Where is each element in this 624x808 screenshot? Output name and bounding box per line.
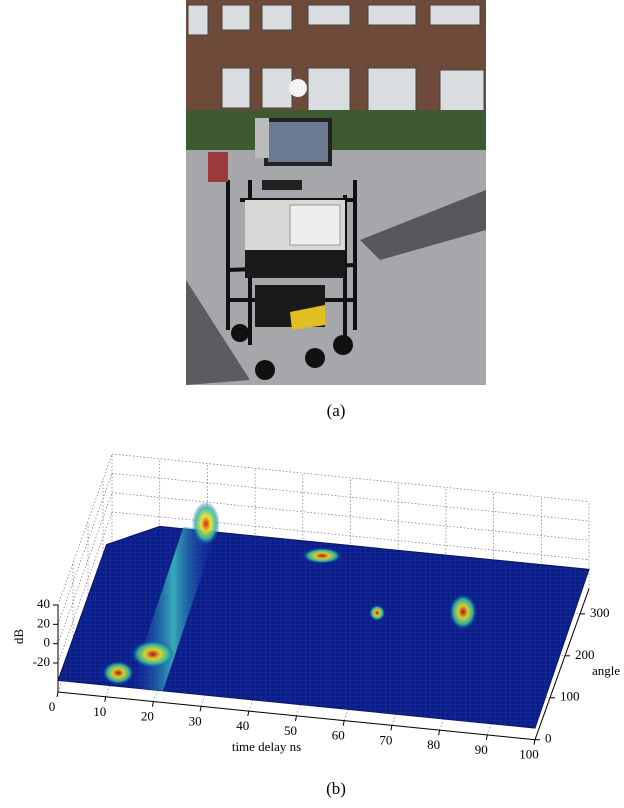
surface-peak — [191, 501, 220, 546]
tick-mark — [390, 725, 393, 731]
grid-line — [57, 453, 113, 606]
tick-mark — [295, 715, 297, 721]
surface-peak — [302, 547, 343, 564]
x-tick-label: 70 — [379, 732, 392, 747]
tick-mark — [247, 710, 250, 717]
surface-peak — [102, 660, 135, 685]
x-tick-label: 100 — [519, 747, 539, 762]
z-tick-label: 40 — [37, 596, 50, 611]
tick-mark — [104, 696, 107, 702]
tick-mark — [199, 706, 202, 712]
y-tick-label: 300 — [590, 605, 610, 620]
tick-mark — [438, 730, 441, 736]
caption: (b) — [326, 779, 346, 798]
x-tick-label: 60 — [332, 728, 345, 743]
x-tick-label: 0 — [49, 699, 56, 714]
z-tick-label: -20 — [33, 654, 50, 669]
photo — [186, 0, 486, 385]
caption: (a) — [327, 401, 346, 420]
tick-mark — [56, 691, 59, 698]
z-tick-label: 0 — [44, 635, 51, 650]
surface-peak — [369, 604, 386, 621]
x-tick-label: 40 — [236, 718, 249, 733]
y-tick-label: 100 — [560, 689, 580, 704]
surface-peak — [130, 640, 175, 669]
grid-line — [57, 511, 113, 664]
tick-mark — [485, 734, 488, 741]
grid-line — [111, 472, 590, 522]
grid-line — [57, 473, 113, 625]
x-tick-label: 80 — [427, 737, 440, 752]
x-tick-label: 50 — [284, 723, 297, 738]
y-axis-label: angle — [592, 663, 620, 678]
y-tick-label: 200 — [575, 647, 595, 662]
z-axis-label: dB — [11, 629, 26, 645]
surface-plot: 0 10 20 30 40 50 60 70 80 90 100 0 100 200 300 -20 0 20 40… — [11, 453, 620, 762]
x-tick-label: 30 — [189, 713, 202, 728]
z-tick-label: 20 — [37, 615, 50, 630]
x-axis-label: time delay ns — [232, 739, 301, 754]
tick-mark — [151, 701, 154, 707]
y-tick-label: 0 — [545, 731, 552, 746]
x-tick-label: 20 — [141, 709, 154, 724]
grid-line — [57, 492, 113, 644]
grid-line — [111, 492, 590, 541]
grid-line — [111, 511, 590, 561]
surface-peak — [449, 593, 478, 630]
x-tick-label: 90 — [475, 742, 488, 757]
tick-mark — [533, 739, 536, 745]
tick-mark — [342, 720, 345, 726]
grid-line — [111, 453, 590, 503]
x-tick-label: 10 — [93, 704, 106, 719]
